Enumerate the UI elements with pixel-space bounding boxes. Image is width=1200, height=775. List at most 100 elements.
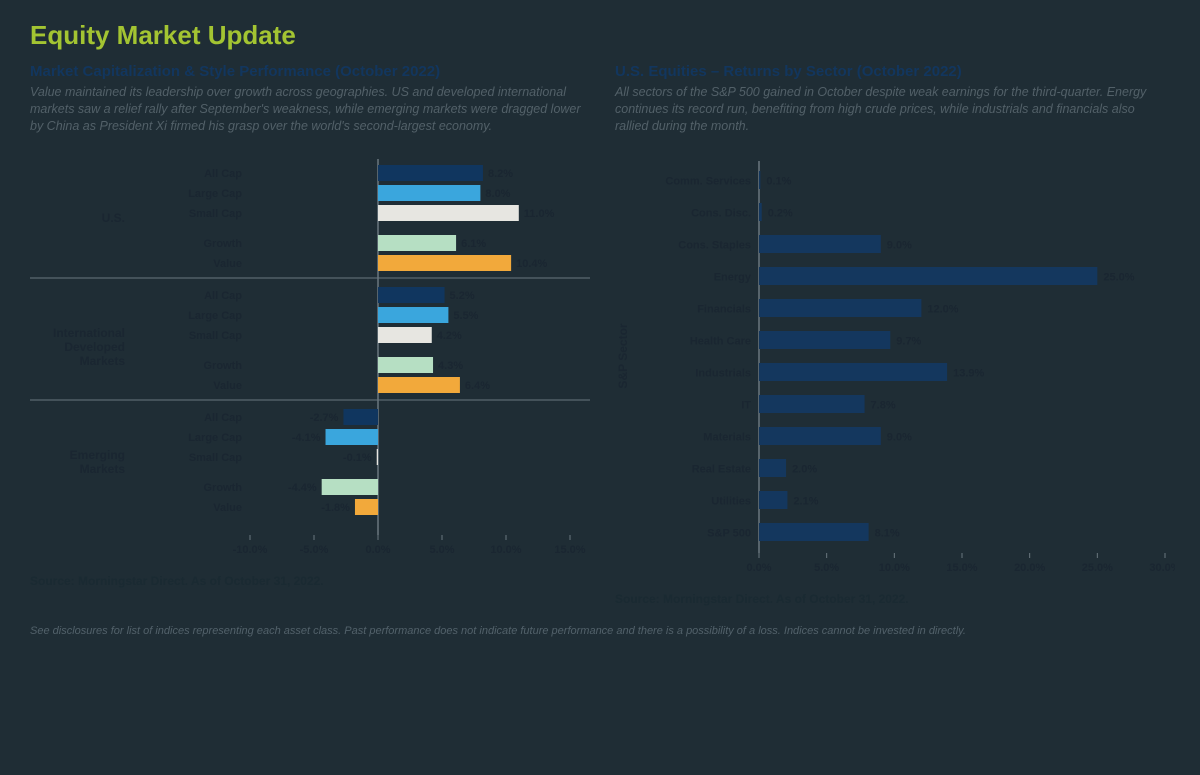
svg-text:9.0%: 9.0% (887, 239, 912, 251)
svg-text:6.1%: 6.1% (461, 238, 486, 250)
svg-text:Emerging: Emerging (70, 448, 125, 462)
svg-text:Growth: Growth (204, 238, 243, 250)
svg-text:Real Estate: Real Estate (692, 463, 751, 475)
bar (759, 331, 890, 349)
bar (759, 203, 762, 221)
svg-text:Large Cap: Large Cap (188, 432, 242, 444)
svg-text:Large Cap: Large Cap (188, 188, 242, 200)
svg-text:15.0%: 15.0% (554, 544, 585, 556)
svg-text:10.0%: 10.0% (879, 562, 910, 574)
bar (326, 429, 378, 445)
svg-text:S&P 500: S&P 500 (707, 527, 751, 539)
disclaimer: See disclosures for list of indices repr… (30, 624, 1170, 639)
svg-text:Health Care: Health Care (690, 335, 751, 347)
right-source: Source: Morningstar Direct. As of Octobe… (615, 592, 1170, 606)
bar (343, 409, 378, 425)
svg-text:Small Cap: Small Cap (189, 330, 242, 342)
svg-text:20.0%: 20.0% (1014, 562, 1045, 574)
bar (378, 377, 460, 393)
bar (378, 307, 448, 323)
svg-text:11.0%: 11.0% (524, 208, 555, 220)
left-column: Market Capitalization & Style Performanc… (30, 63, 585, 606)
svg-text:S&P Sector: S&P Sector (616, 323, 630, 388)
bar (322, 479, 378, 495)
bar (759, 235, 881, 253)
svg-text:Cons. Disc.: Cons. Disc. (691, 207, 751, 219)
svg-text:10.4%: 10.4% (516, 258, 547, 270)
svg-text:0.0%: 0.0% (746, 562, 771, 574)
svg-text:13.9%: 13.9% (953, 367, 984, 379)
svg-text:-4.4%: -4.4% (288, 482, 317, 494)
svg-text:Large Cap: Large Cap (188, 310, 242, 322)
right-section-title: U.S. Equities – Returns by Sector (Octob… (615, 63, 1170, 80)
svg-text:-2.7%: -2.7% (310, 412, 339, 424)
svg-text:5.0%: 5.0% (814, 562, 839, 574)
bar (759, 459, 786, 477)
bar (378, 185, 480, 201)
left-source: Source: Morningstar Direct. As of Octobe… (30, 574, 585, 588)
bar (378, 287, 445, 303)
right-column: U.S. Equities – Returns by Sector (Octob… (615, 63, 1170, 606)
svg-text:0.0%: 0.0% (365, 544, 390, 556)
svg-text:Growth: Growth (204, 482, 243, 494)
svg-text:Value: Value (213, 380, 242, 392)
bar (759, 395, 865, 413)
svg-text:Comm. Services: Comm. Services (665, 175, 751, 187)
left-section-title: Market Capitalization & Style Performanc… (30, 63, 585, 80)
svg-text:Utilities: Utilities (711, 495, 751, 507)
svg-text:All Cap: All Cap (204, 168, 242, 180)
svg-text:Growth: Growth (204, 360, 243, 372)
svg-text:15.0%: 15.0% (946, 562, 977, 574)
bar (759, 299, 921, 317)
bar (378, 357, 433, 373)
svg-text:4.3%: 4.3% (438, 360, 463, 372)
bar (355, 499, 378, 515)
svg-text:6.4%: 6.4% (465, 380, 490, 392)
svg-text:9.7%: 9.7% (896, 335, 921, 347)
svg-text:-4.1%: -4.1% (292, 432, 321, 444)
bar (377, 449, 378, 465)
svg-text:Markets: Markets (80, 354, 126, 368)
svg-text:IT: IT (741, 399, 751, 411)
svg-text:-1.8%: -1.8% (321, 502, 350, 514)
svg-text:8.1%: 8.1% (875, 527, 900, 539)
svg-text:Small Cap: Small Cap (189, 452, 242, 464)
bar (378, 165, 483, 181)
svg-text:25.0%: 25.0% (1082, 562, 1113, 574)
svg-text:5.2%: 5.2% (450, 290, 475, 302)
bar (378, 255, 511, 271)
svg-text:Markets: Markets (80, 462, 126, 476)
bar (378, 205, 519, 221)
svg-text:10.0%: 10.0% (490, 544, 521, 556)
svg-text:5.5%: 5.5% (453, 310, 478, 322)
svg-text:25.0%: 25.0% (1103, 271, 1134, 283)
svg-text:All Cap: All Cap (204, 290, 242, 302)
svg-text:8.0%: 8.0% (485, 188, 510, 200)
svg-text:8.2%: 8.2% (488, 168, 513, 180)
svg-text:-5.0%: -5.0% (300, 544, 329, 556)
svg-text:Industrials: Industrials (695, 367, 751, 379)
svg-text:0.1%: 0.1% (766, 175, 791, 187)
svg-text:-0.1%: -0.1% (343, 452, 372, 464)
svg-text:Value: Value (213, 502, 242, 514)
svg-text:2.1%: 2.1% (793, 495, 818, 507)
svg-text:International: International (53, 326, 125, 340)
svg-text:9.0%: 9.0% (887, 431, 912, 443)
svg-text:7.8%: 7.8% (871, 399, 896, 411)
bar (378, 235, 456, 251)
svg-text:U.S.: U.S. (102, 211, 125, 225)
chart-columns: Market Capitalization & Style Performanc… (30, 63, 1170, 606)
svg-text:Small Cap: Small Cap (189, 208, 242, 220)
svg-text:Materials: Materials (703, 431, 751, 443)
bar (759, 523, 869, 541)
svg-text:30.0%: 30.0% (1149, 562, 1175, 574)
page-title: Equity Market Update (30, 20, 1170, 51)
left-section-desc: Value maintained its leadership over gro… (30, 84, 585, 135)
left-bar-chart: All Cap 8.2% Large Cap 8.0% Small Cap 11.0% Gr… (30, 153, 590, 563)
svg-text:Developed: Developed (64, 340, 125, 354)
svg-text:All Cap: All Cap (204, 412, 242, 424)
bar (759, 267, 1097, 285)
svg-text:Energy: Energy (714, 271, 752, 283)
svg-text:Value: Value (213, 258, 242, 270)
svg-text:Financials: Financials (697, 303, 751, 315)
